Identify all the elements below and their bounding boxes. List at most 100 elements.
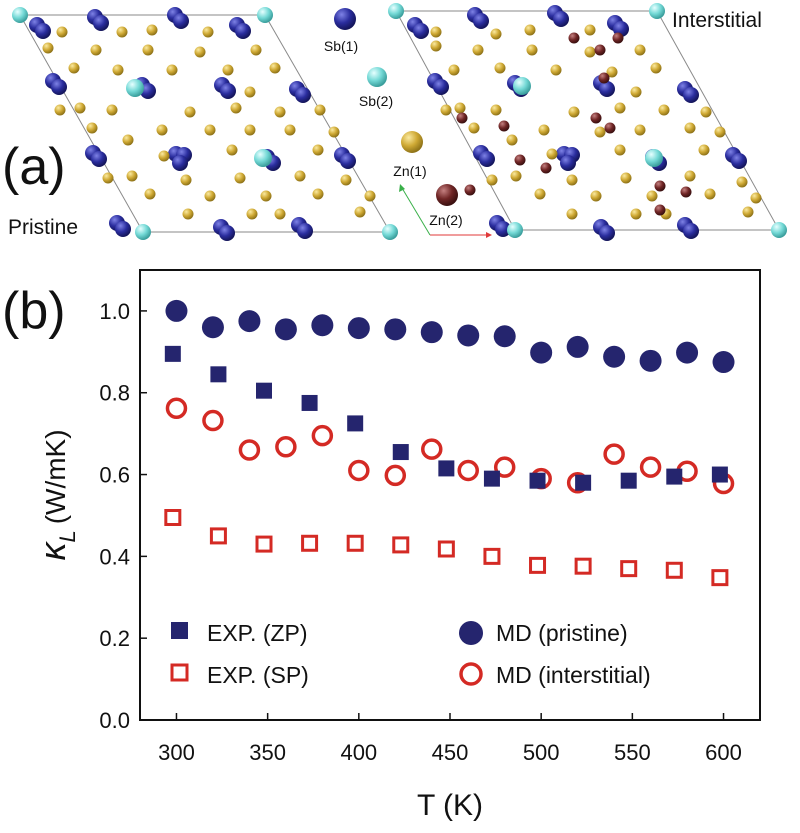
x-tick-label: 300 xyxy=(158,740,195,765)
series-exp-sp xyxy=(164,509,729,587)
atom-sb1 xyxy=(413,23,429,39)
atom-sb1 xyxy=(91,151,107,167)
atom-sb1 xyxy=(683,223,699,239)
atom-zn1 xyxy=(364,190,376,202)
atom-sb1 xyxy=(219,225,235,241)
point-exp-sp xyxy=(346,534,364,552)
atom-sb2 xyxy=(513,77,531,95)
pristine-caption: Pristine xyxy=(8,216,78,239)
point-md-pristine xyxy=(201,316,224,339)
atom-zn1 xyxy=(568,106,580,118)
atom-zn1 xyxy=(274,106,286,118)
atom-zn1 xyxy=(472,44,484,56)
atom-zn1 xyxy=(620,172,632,184)
atoms-pristine xyxy=(12,7,398,241)
atom-sb1 xyxy=(683,87,699,103)
x-axis-title: T (K) xyxy=(417,789,483,822)
atom-sb1 xyxy=(51,79,67,95)
atom-zn1 xyxy=(650,62,662,74)
plot-frame xyxy=(139,269,761,721)
atom-zn1 xyxy=(226,144,238,156)
atom-zn1 xyxy=(102,172,114,184)
point-exp-sp xyxy=(164,509,182,526)
atoms-interstitial xyxy=(388,3,787,241)
point-exp-zp xyxy=(347,415,364,432)
atom-sb1 xyxy=(35,23,51,39)
atom-zn1 xyxy=(448,64,460,76)
atom-zn1 xyxy=(122,134,134,146)
atom-zn2 xyxy=(680,186,692,198)
atom-zn1 xyxy=(590,190,602,202)
zn1-legend-ball xyxy=(401,131,423,153)
legend-label-md-pristine: MD (pristine) xyxy=(496,620,628,646)
series-md-interstitial xyxy=(165,397,735,495)
atom-sb1 xyxy=(295,87,311,103)
atom-zn1 xyxy=(700,106,712,118)
zn2-legend-label: Zn(2) xyxy=(429,212,462,228)
atom-zn1 xyxy=(126,170,138,182)
atom-zn1 xyxy=(526,44,538,56)
point-exp-zp xyxy=(666,468,683,485)
point-md-pristine xyxy=(165,299,188,322)
atom-zn1 xyxy=(704,188,716,200)
sb2-legend-ball xyxy=(367,67,387,87)
atom-zn1 xyxy=(180,174,192,186)
legend-marker-md-pristine xyxy=(459,621,483,645)
atom-zn1 xyxy=(658,104,670,116)
atom-zn1 xyxy=(634,44,646,56)
point-exp-sp xyxy=(437,540,455,558)
point-exp-sp xyxy=(529,556,547,574)
atom-zn2 xyxy=(654,180,666,192)
axis-ticks: 300 350 400 450 500 550 600 0.0 0.2 0.4 0.6 0.8 1.0 xyxy=(99,299,741,765)
atom-zn1 xyxy=(630,208,642,220)
atom-zn1 xyxy=(614,102,626,114)
atom-zn1 xyxy=(566,208,578,220)
atom-sb2 xyxy=(771,222,787,238)
point-exp-zp xyxy=(164,345,181,362)
atom-zn1 xyxy=(246,208,258,220)
atom-zn2 xyxy=(598,72,610,84)
point-exp-sp xyxy=(620,560,638,578)
point-md-interstitial xyxy=(421,438,443,460)
atom-sb2 xyxy=(507,222,523,238)
atom-zn1 xyxy=(510,170,522,182)
point-md-pristine xyxy=(639,349,662,372)
atom-sb1 xyxy=(140,83,156,99)
point-exp-sp xyxy=(711,569,729,587)
x-tick-label: 350 xyxy=(249,740,286,765)
atom-zn1 xyxy=(106,104,118,116)
point-md-pristine xyxy=(712,351,735,374)
atom-zn1 xyxy=(594,126,606,138)
point-exp-zp xyxy=(711,466,728,483)
zn1-legend-label: Zn(1) xyxy=(393,163,426,179)
atom-sb1 xyxy=(235,23,251,39)
atom-sb1 xyxy=(93,15,109,31)
sb2-legend-label: Sb(2) xyxy=(359,93,393,109)
atom-zn1 xyxy=(606,66,618,78)
point-exp-zp xyxy=(575,474,592,491)
atom-zn1 xyxy=(550,64,562,76)
atom-zn1 xyxy=(204,124,216,136)
atom-zn1 xyxy=(440,104,452,116)
y-tick-label: 0.6 xyxy=(99,463,130,488)
atom-zn1 xyxy=(468,122,480,134)
zn2-legend-ball xyxy=(436,184,458,206)
atom-zn1 xyxy=(454,102,466,114)
point-md-interstitial xyxy=(311,424,334,447)
atom-sb1 xyxy=(433,79,449,95)
atom-zn2 xyxy=(604,122,616,134)
point-md-interstitial xyxy=(384,464,407,487)
atom-zn1 xyxy=(584,46,596,58)
panel-a-label: (a) xyxy=(2,138,66,196)
atom-zn1 xyxy=(630,86,642,98)
point-md-interstitial xyxy=(348,459,370,482)
atom-zn1 xyxy=(182,208,194,220)
atom-zn1 xyxy=(486,174,498,186)
panel-b-chart: (b) 300 350 400 450 500 550 600 0.0 0.2 0.4 0.6 0.8… xyxy=(2,269,761,822)
atom-zn1 xyxy=(142,44,154,56)
panel-b-label: (b) xyxy=(2,282,66,340)
series-exp-zp xyxy=(164,345,728,491)
point-md-interstitial xyxy=(639,456,662,478)
point-md-interstitial xyxy=(603,443,625,465)
legend-marker-exp-zp xyxy=(171,622,188,639)
